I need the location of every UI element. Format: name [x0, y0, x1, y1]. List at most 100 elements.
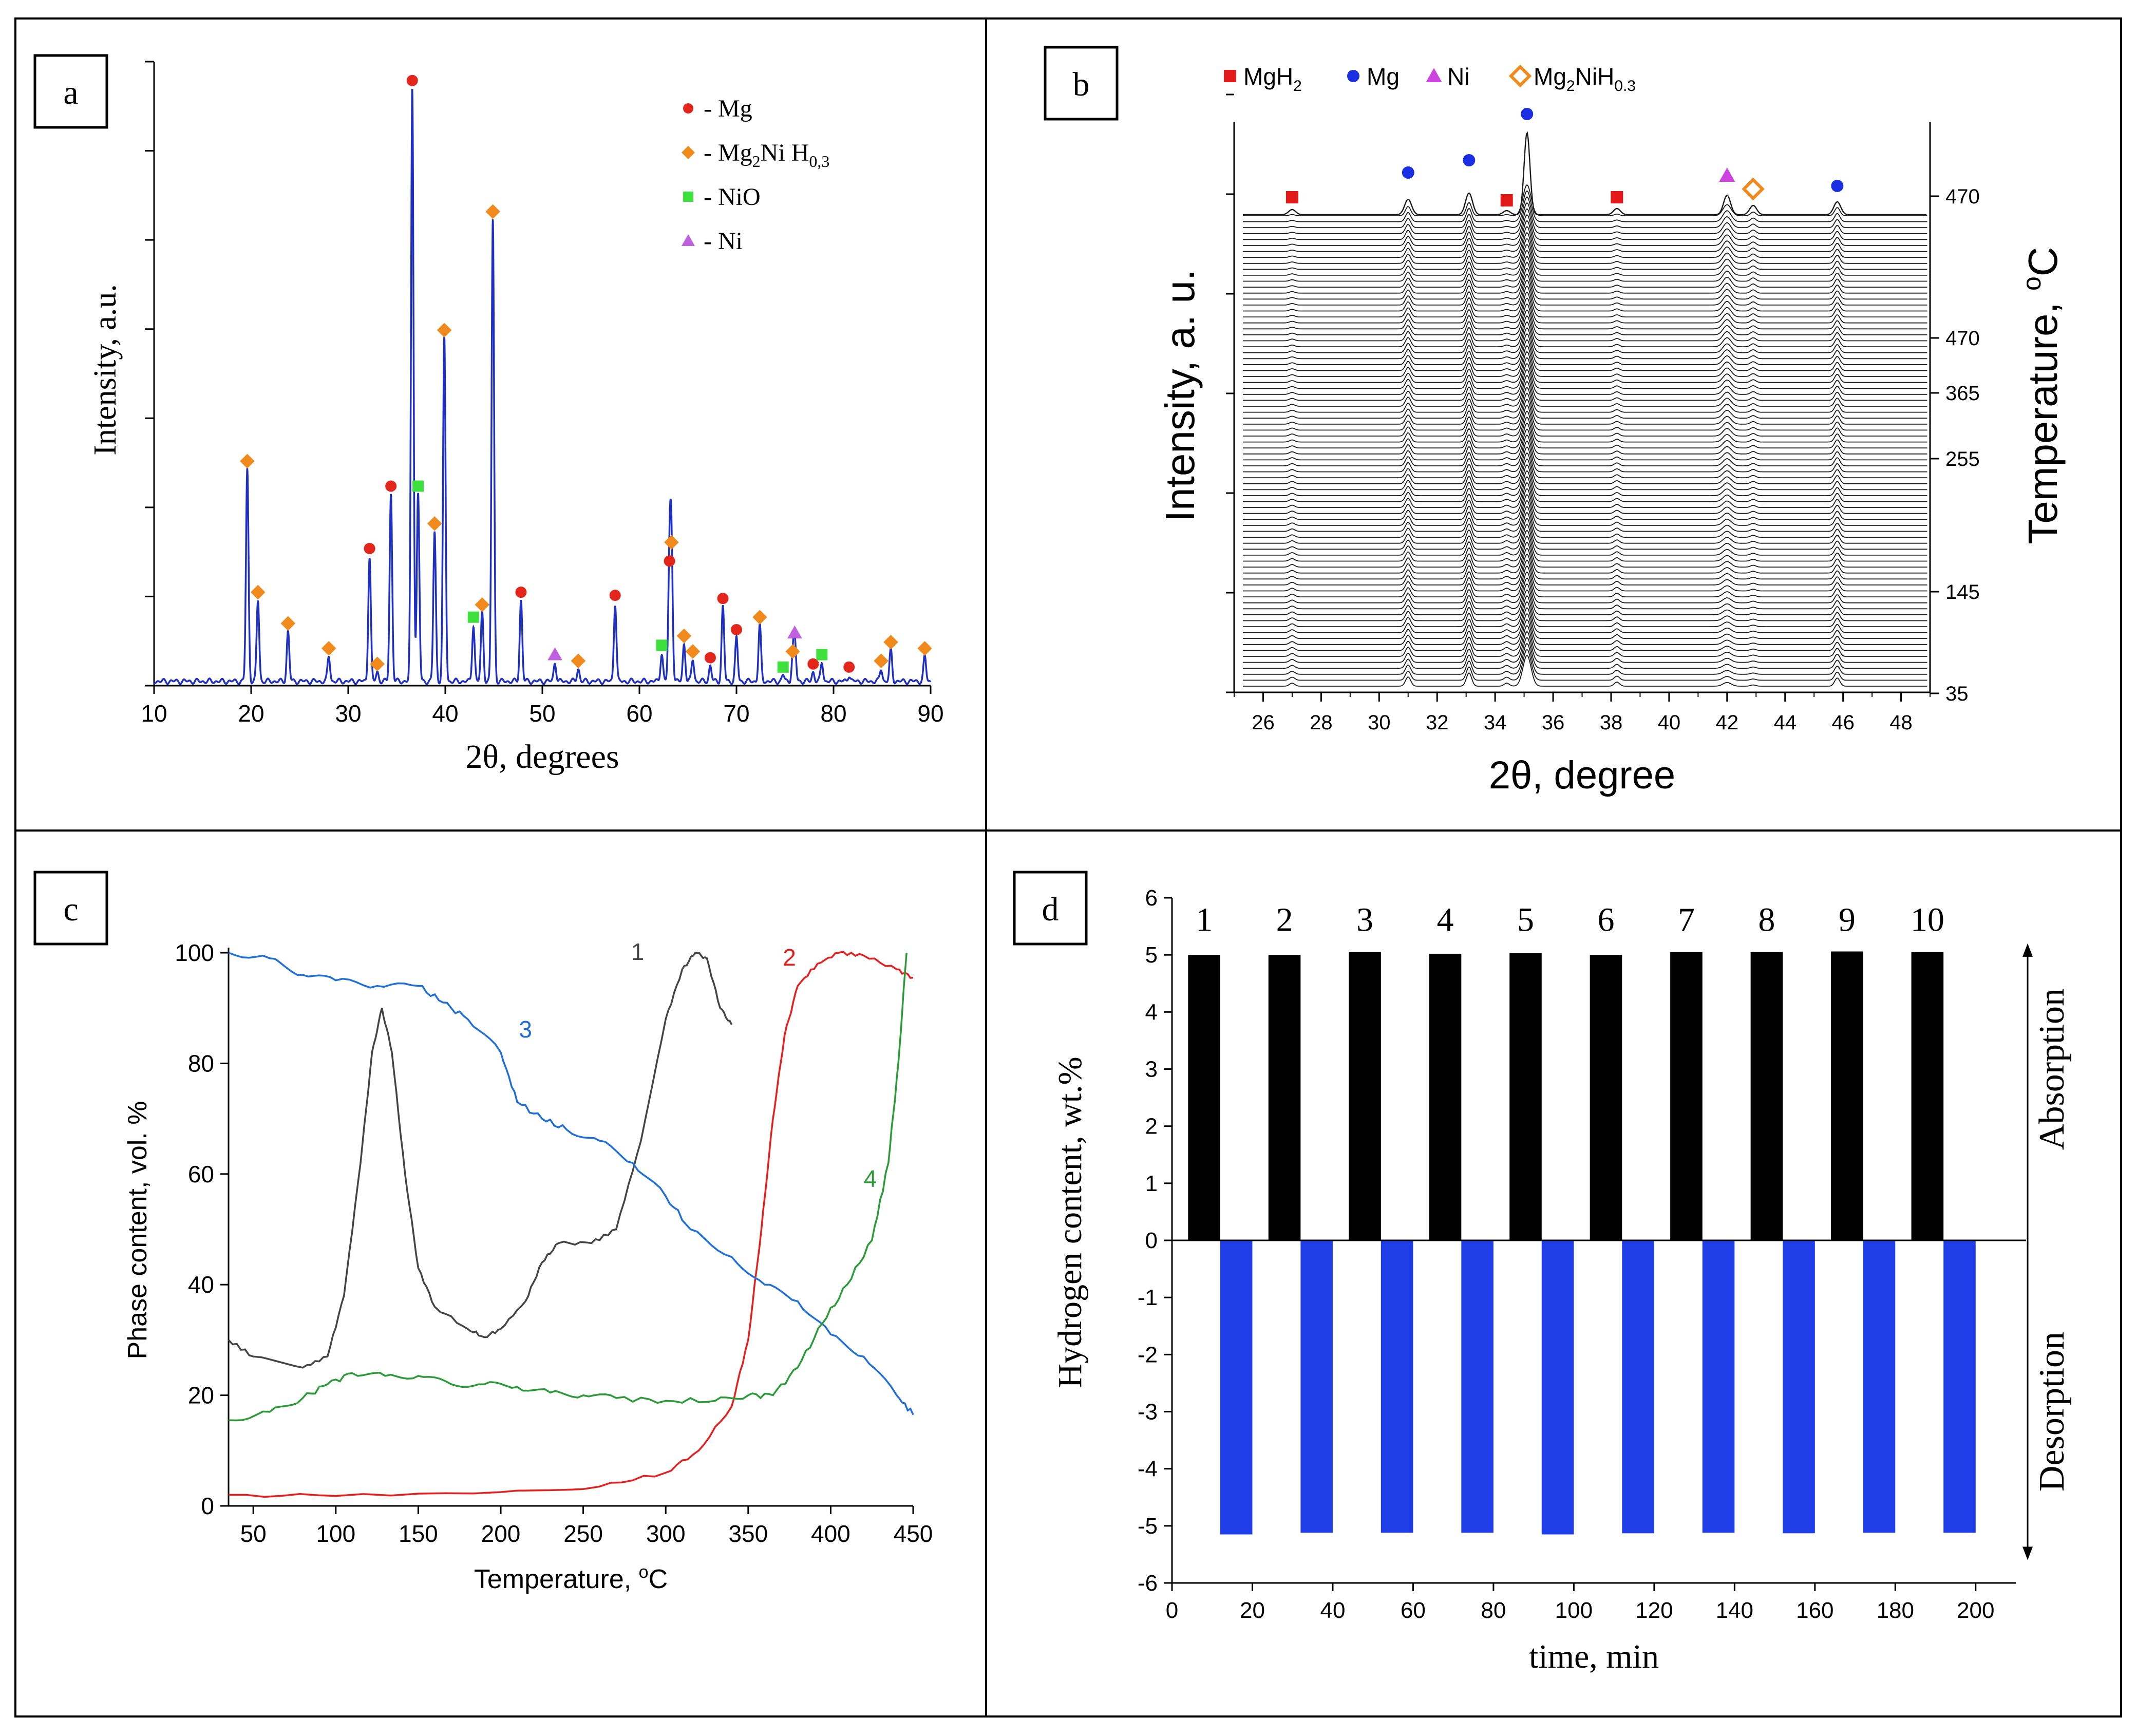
phase-marker [1286, 191, 1298, 203]
peak-marker [406, 74, 418, 86]
cycle-label: 7 [1678, 901, 1695, 938]
x-tick-label: 150 [399, 1520, 438, 1547]
desorption-bar [1702, 1240, 1735, 1533]
y-axis-label: Intensity, a. u. [1157, 269, 1203, 522]
absorption-bar [1831, 951, 1863, 1240]
panel-letter: c [63, 891, 78, 928]
panel-letter-box [33, 54, 108, 129]
temperature-trace [1242, 250, 1927, 282]
y-axis-label: Phase content, vol. % [123, 1101, 153, 1360]
temperature-trace [1242, 541, 1927, 574]
temperature-trace [1242, 505, 1927, 538]
desorption-bar [1381, 1240, 1413, 1533]
x-tick-label: 300 [646, 1520, 686, 1547]
absorption-bar [1590, 955, 1622, 1240]
x-tick-label: 200 [481, 1520, 521, 1547]
temperature-trace [1242, 595, 1927, 627]
peak-marker [777, 661, 789, 673]
phase-marker [1521, 108, 1534, 120]
panel-letter-box [33, 871, 108, 946]
temperature-trace [1242, 345, 1927, 377]
x-tick-label: 70 [723, 700, 749, 727]
temperature-trace [1242, 202, 1927, 234]
x-tick-label: 42 [1716, 711, 1739, 734]
peak-marker [883, 634, 898, 650]
x-tick-label: 0 [1166, 1598, 1178, 1623]
temperature-trace [1242, 374, 1927, 407]
peak-marker [785, 644, 800, 659]
temperature-trace [1242, 583, 1927, 615]
desorption-bar [1220, 1240, 1253, 1535]
temperature-trace [1242, 351, 1927, 383]
x-tick-label: 32 [1426, 711, 1449, 734]
temperature-trace [1242, 184, 1927, 216]
legend-label: MgH2 [1243, 63, 1302, 95]
temperature-trace [1242, 613, 1927, 645]
legend-label: Ni [1447, 63, 1469, 90]
temperature-trace [1242, 261, 1927, 294]
temperature-trace [1242, 500, 1927, 532]
peak-marker [807, 658, 819, 670]
absorption-bar [1429, 953, 1462, 1240]
cycle-label: 4 [1437, 901, 1454, 938]
temperature-trace [1242, 619, 1927, 651]
temperature-trace [1242, 577, 1927, 610]
y-tick-label: 2 [1145, 1114, 1158, 1139]
x-tick-label: 46 [1831, 711, 1855, 734]
x-tick-label: 20 [238, 700, 264, 727]
peak-marker [427, 516, 442, 531]
peak-marker [250, 584, 266, 600]
temperature-trace [1242, 571, 1927, 603]
peak-marker [752, 610, 767, 625]
temperature-trace [1242, 416, 1927, 449]
peak-marker [656, 639, 668, 651]
desorption-bar [1783, 1240, 1815, 1534]
absorption-bar [1188, 955, 1220, 1240]
temperature-tick-label: 365 [1945, 382, 1980, 405]
cycle-label: 5 [1517, 901, 1534, 938]
absorption-bar [1349, 952, 1381, 1240]
x-tick-label: 100 [1555, 1598, 1593, 1623]
legend-label: Mg2NiH0.3 [1534, 63, 1636, 95]
cycle-label: 9 [1839, 901, 1856, 938]
temperature-trace [1242, 279, 1927, 312]
absorption-label: Absorption [2032, 988, 2072, 1150]
temperature-trace [1242, 512, 1927, 544]
y-tick-label: 5 [1145, 942, 1158, 968]
legend-label: - Mg2Ni H0,3 [704, 139, 829, 171]
temperature-trace [1242, 232, 1927, 264]
desorption-bar [1300, 1240, 1333, 1533]
cycle-label: 8 [1758, 901, 1775, 938]
x-tick-label: 250 [563, 1520, 603, 1547]
panel-letter: b [1073, 66, 1090, 103]
temperature-trace [1242, 631, 1927, 663]
cycle-label: 3 [1356, 901, 1373, 938]
temperature-trace [1242, 649, 1927, 681]
phase-marker [1611, 191, 1623, 203]
absorption-bar [1509, 953, 1542, 1240]
series-label-2: 2 [783, 944, 796, 971]
absorption-bar [1670, 952, 1703, 1240]
temperature-trace [1242, 428, 1927, 461]
temperature-trace [1242, 303, 1927, 335]
temperature-trace [1242, 285, 1927, 317]
peak-marker [787, 625, 802, 639]
temperature-trace [1242, 547, 1927, 580]
x-tick-label: 350 [728, 1520, 768, 1547]
temperature-tick-label: 470 [1945, 185, 1980, 208]
x-tick-label: 40 [432, 700, 458, 727]
peak-marker [412, 480, 424, 492]
temperature-tick-label: 35 [1945, 683, 1969, 705]
temperature-trace [1242, 315, 1927, 347]
temperature-trace [1242, 339, 1927, 371]
panel-b: 26 28 30 32 34 36 38 40 42 44 46 48 470 470 365 255 145 3… [1044, 46, 2066, 797]
temperature-trace [1242, 565, 1927, 597]
peak-marker [717, 593, 729, 605]
y-tick-label: 0 [201, 1493, 214, 1519]
legend-label: - Mg [704, 95, 752, 122]
peak-marker [676, 628, 692, 644]
x-axis-label: 2θ, degree [1489, 753, 1675, 797]
top-trace [1242, 131, 1927, 216]
temperature-trace [1242, 440, 1927, 473]
xrd-pattern-line [153, 88, 932, 685]
